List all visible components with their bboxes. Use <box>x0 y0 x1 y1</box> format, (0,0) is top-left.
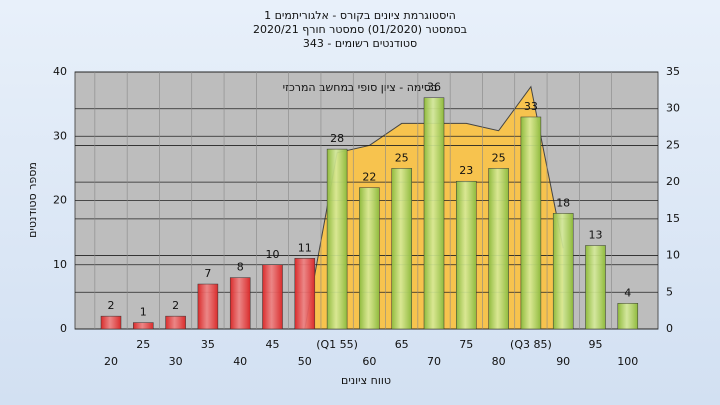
x-tick-label: 75 <box>459 338 473 351</box>
data-label: 22 <box>362 171 376 184</box>
data-label: 33 <box>524 100 538 113</box>
data-label: 10 <box>266 248 280 261</box>
bar <box>359 187 380 330</box>
bar <box>488 168 509 330</box>
x-tick-label: 40 <box>233 355 247 368</box>
bar <box>197 283 219 330</box>
x-tick-label: (Q3 85) <box>510 338 552 351</box>
bar <box>165 315 186 330</box>
data-label: 23 <box>459 164 473 177</box>
chart-subtitle: בסמסטר (01/2020) סמסטר חורף 2020/21 <box>253 23 467 36</box>
bar <box>423 97 445 330</box>
bar <box>229 277 251 330</box>
data-label: 2 <box>108 299 115 312</box>
y-tick-label: 30 <box>53 129 67 142</box>
bar <box>585 245 606 330</box>
x-tick-label: 65 <box>395 338 409 351</box>
chart-subtitle: סטודנטים רשומים - 343 <box>303 37 417 50</box>
x-tick-label: 50 <box>298 355 312 368</box>
x-tick-label: 45 <box>266 338 280 351</box>
x-tick-label: 25 <box>136 338 150 351</box>
y-tick-label: 20 <box>53 194 67 207</box>
y2-tick-label: 25 <box>666 138 680 151</box>
bar <box>100 315 122 330</box>
y-tick-label: 10 <box>53 258 67 271</box>
y-tick-label: 40 <box>53 65 67 78</box>
bar <box>294 258 316 330</box>
bar <box>552 213 574 330</box>
x-tick-label: 70 <box>427 355 441 368</box>
y-axis-label: מספר סטודנטים <box>26 162 39 238</box>
x-tick-label: 30 <box>169 355 183 368</box>
x-tick-label: (Q1 55) <box>316 338 358 351</box>
x-tick-label: 35 <box>201 338 215 351</box>
x-tick-label: 90 <box>556 355 570 368</box>
data-label: 25 <box>492 151 506 164</box>
data-label: 18 <box>556 196 570 209</box>
y2-tick-label: 0 <box>666 322 673 335</box>
annotation: בסימה - ציון סופי במחשב המרכזי <box>283 81 438 94</box>
bar <box>133 322 154 330</box>
data-label: 13 <box>589 228 603 241</box>
data-label: 4 <box>624 286 631 299</box>
data-label: 36 <box>427 81 441 94</box>
x-axis-label: טווח ציונים <box>341 374 391 387</box>
y2-tick-label: 30 <box>666 102 680 115</box>
x-tick-label: 80 <box>492 355 506 368</box>
data-label: 28 <box>330 132 344 145</box>
x-tick-label: 95 <box>589 338 603 351</box>
bar <box>456 180 477 330</box>
y2-tick-label: 15 <box>666 212 680 225</box>
y2-tick-label: 5 <box>666 285 673 298</box>
data-label: 8 <box>237 261 244 274</box>
y-tick-label: 0 <box>60 322 67 335</box>
bar <box>391 168 412 330</box>
bar <box>262 264 283 330</box>
x-tick-label: 60 <box>362 355 376 368</box>
data-label: 7 <box>204 267 211 280</box>
data-label: 25 <box>395 151 409 164</box>
x-tick-label: 100 <box>617 355 638 368</box>
y2-tick-label: 20 <box>666 175 680 188</box>
bar <box>520 116 542 330</box>
y2-tick-label: 10 <box>666 249 680 262</box>
bar <box>326 148 348 330</box>
y2-tick-label: 35 <box>666 65 680 78</box>
data-label: 11 <box>298 241 312 254</box>
data-label: 2 <box>172 299 179 312</box>
bar <box>617 303 639 330</box>
x-tick-label: 20 <box>104 355 118 368</box>
data-label: 1 <box>140 306 147 319</box>
chart-title: היסטוגרמת ציונים בקורס - אלגוריתמים 1 <box>264 9 456 22</box>
